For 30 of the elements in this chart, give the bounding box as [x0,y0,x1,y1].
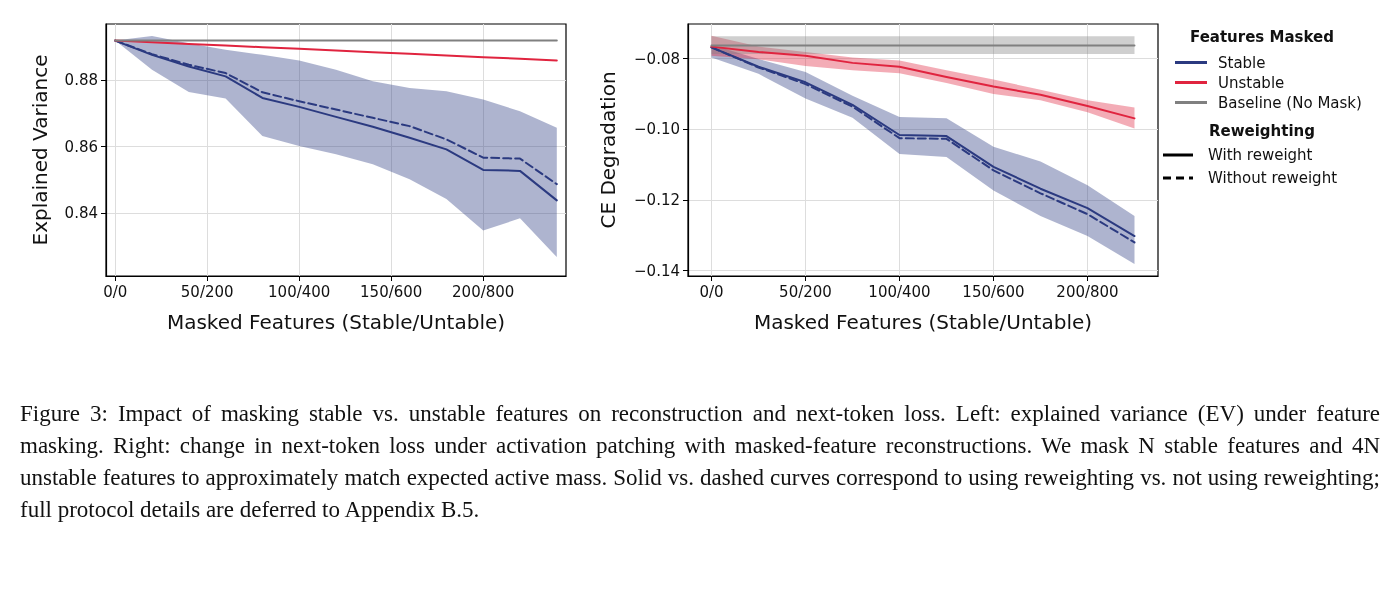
x-tick-label: 100/400 [868,282,931,301]
y-tick-label: 0.84 [64,204,98,222]
x-tick-label: 0/0 [103,282,128,301]
legend-label: Unstable [1218,73,1285,92]
legend-title: Features Masked [1189,28,1335,46]
text: With reweight [1208,145,1313,164]
y-tick-label: −0.14 [634,261,680,280]
x-axis-title: Masked Features (Stable/Untable) [753,310,1093,334]
x-tick-label: 200/800 [1056,282,1119,301]
line-series [710,45,1136,120]
text: Without reweight [1208,168,1338,187]
x-tick-label: 0/0 [699,282,724,301]
text: Reweighting [1207,122,1316,140]
y-axis-title: CE Degradation [596,71,620,229]
legend-label: Stable [1218,53,1266,72]
x-axis-title: Masked Features (Stable/Untable) [166,310,506,334]
caption: Figure 3: Impact of masking stable vs. unstable features on reconstruction and next-token loss. Left: explained variance (EV) under feature masking. Right: change in next-token loss under activation patching with masked-feature reconstructions. We mask N stable features and 4N unstable features to approximately match expected active mass. Solid vs. dashed curves correspond to using reweighting vs. not using reweighting; full protocol details are deferred to Appendix B.5. [20,400,1380,524]
x-tick-label: 150/600 [962,282,1025,301]
y-tick-label: −0.12 [634,191,680,210]
y-tick-label: 0.88 [64,71,98,90]
x-tick-label: 50/200 [779,282,832,301]
y-tick-label: −0.08 [634,49,680,68]
x-tick-label: 200/800 [452,282,515,301]
y-tick-label: −0.10 [634,120,680,139]
y-axis-title: Explained Variance [28,54,52,246]
x-tick-label: 100/400 [268,282,331,301]
x-tick-label: 50/200 [180,282,234,301]
legend-label: Baseline (No Mask) [1218,93,1362,112]
x-tick-label: 150/600 [360,282,423,301]
y-tick-label: 0.86 [64,137,98,156]
